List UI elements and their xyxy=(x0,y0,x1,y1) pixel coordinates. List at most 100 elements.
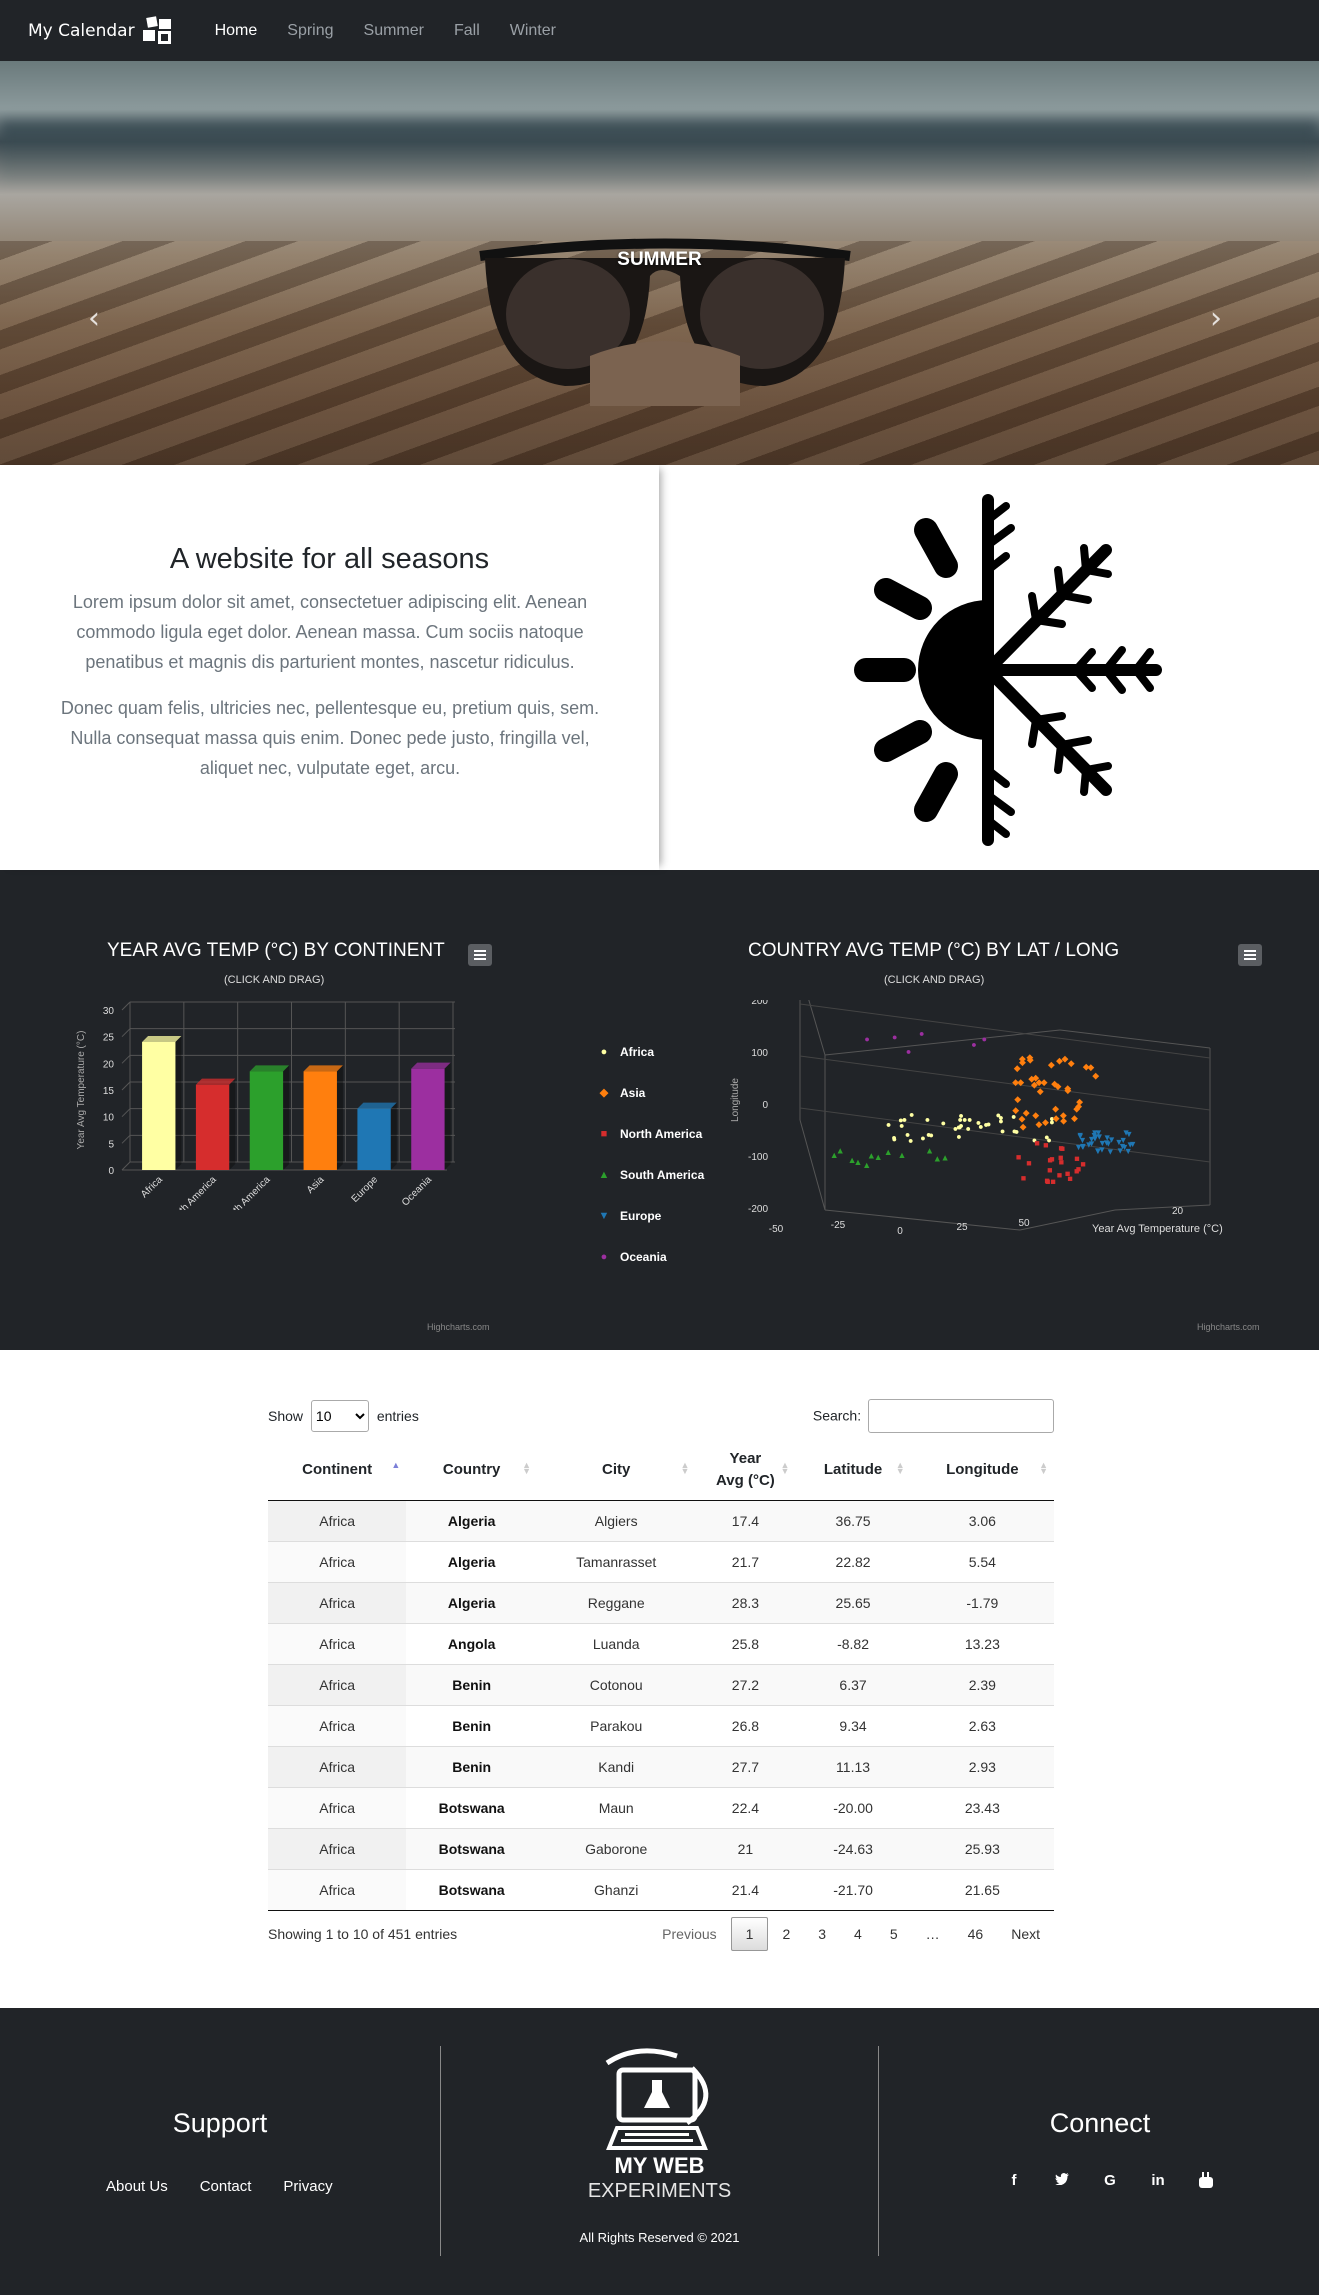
bar-y-tick-label: 15 xyxy=(103,1086,115,1097)
column-header-country[interactable]: Country ▲ ▼ xyxy=(406,1440,537,1501)
table-row[interactable]: Africa Benin Kandi 27.7 11.13 2.93 xyxy=(268,1745,1054,1787)
nav-home[interactable]: Home xyxy=(214,21,258,39)
bar-top xyxy=(303,1065,343,1072)
carousel-next-button[interactable]: › xyxy=(1210,301,1222,336)
scatter-point-africa: ● xyxy=(953,1123,958,1133)
bar-y-tick-label: 20 xyxy=(103,1059,115,1070)
legend-item-oceania[interactable]: ● Oceania xyxy=(598,1236,704,1277)
footer-link-contact[interactable]: Contact xyxy=(199,2178,252,2195)
bar-x-tick-label: Asia xyxy=(305,1174,327,1196)
scatter-point-asia: ◆ xyxy=(1019,1053,1026,1063)
google-icon[interactable]: G xyxy=(1104,2172,1116,2189)
bar-x-tick-label: North America xyxy=(166,1174,219,1210)
legend-item-europe[interactable]: ▼ Europe xyxy=(598,1195,704,1236)
cell-latitude: -21.70 xyxy=(795,1868,911,1911)
youtube-icon[interactable] xyxy=(1182,2172,1230,2192)
facebook-icon[interactable]: f xyxy=(1011,2172,1017,2189)
legend-marker: ▲ xyxy=(598,1168,610,1181)
data-table-grid: Continent ▲ Country ▲ ▼ City ▲ ▼ Year Avg (°C… xyxy=(268,1440,1054,1911)
legend-item-north-america[interactable]: ■ North America xyxy=(598,1113,704,1154)
bar-chart[interactable]: 0 5 10 15 20 25 30 Year Avg Temperature (°C) Afr… xyxy=(70,1000,490,1210)
legend-label: Asia xyxy=(620,1085,646,1100)
cell-continent: Africa xyxy=(268,1540,407,1582)
legend-item-south-america[interactable]: ▲ South America xyxy=(598,1154,705,1195)
search-input[interactable] xyxy=(868,1399,1054,1433)
scatter-point-north-america: ■ xyxy=(1060,1144,1065,1154)
legend-item-asia[interactable]: ◆ Asia xyxy=(598,1072,704,1113)
nav-winter[interactable]: Winter xyxy=(509,21,556,39)
pager-page-2[interactable]: 2 xyxy=(782,1925,791,1942)
cell-latitude: 6.37 xyxy=(795,1663,911,1705)
pager-page-4[interactable]: 4 xyxy=(854,1925,862,1942)
pager-ellipsis: … xyxy=(925,1925,940,1942)
bar-top xyxy=(411,1062,451,1069)
column-header-city[interactable]: City ▲ ▼ xyxy=(537,1440,696,1501)
entries-select[interactable]: 10 xyxy=(310,1400,369,1432)
scatter-point-asia: ◆ xyxy=(1017,1077,1024,1087)
scatter-point-europe: ▼ xyxy=(1120,1142,1129,1152)
scatter-point-asia: ◆ xyxy=(1012,1105,1019,1115)
footer-link-about[interactable]: About Us xyxy=(106,2178,168,2195)
bar-chart-title: YEAR AVG TEMP (°C) BY CONTINENT xyxy=(107,940,445,961)
brand[interactable]: My Calendar xyxy=(28,13,175,49)
table-row[interactable]: Africa Algeria Tamanrasset 21.7 22.82 5.54 xyxy=(268,1540,1054,1582)
sort-icon: ▲ ▼ xyxy=(780,1460,790,1476)
column-header-year-avg[interactable]: Year Avg (°C) ▲ ▼ xyxy=(695,1440,796,1501)
linkedin-icon[interactable]: in xyxy=(1151,2172,1165,2189)
cell-latitude: 25.65 xyxy=(795,1581,911,1623)
pager-previous[interactable]: Previous xyxy=(662,1925,717,1942)
scatter-point-africa: ● xyxy=(976,1117,981,1127)
table-row[interactable]: Africa Angola Luanda 25.8 -8.82 13.23 xyxy=(268,1622,1054,1664)
pager-page-46[interactable]: 46 xyxy=(967,1925,984,1942)
cell-year-avg: 26.8 xyxy=(695,1704,796,1746)
scatter-chart-menu-button[interactable] xyxy=(1238,944,1262,966)
nav-summer[interactable]: Summer xyxy=(363,21,424,39)
scatter-point-africa: ● xyxy=(966,1124,971,1134)
table-row[interactable]: Africa Benin Cotonou 27.2 6.37 2.39 xyxy=(268,1663,1054,1705)
footer-link-privacy[interactable]: Privacy xyxy=(283,2178,333,2195)
search-label: Search: xyxy=(812,1407,862,1424)
nav-spring[interactable]: Spring xyxy=(287,21,334,39)
bar-chart-menu-button[interactable] xyxy=(468,944,492,966)
table-row[interactable]: Africa Botswana Ghanzi 21.4 -21.70 21.65 xyxy=(268,1868,1054,1911)
scatter-point-europe: ▼ xyxy=(1107,1135,1116,1145)
scatter-grid-line xyxy=(799,1003,1211,1059)
pager-page-5[interactable]: 5 xyxy=(889,1925,898,1942)
scatter-chart[interactable]: 2001000-100-200Longitude-50-2502550Latit… xyxy=(720,1000,1260,1240)
scatter-point-asia: ◆ xyxy=(1036,1119,1043,1129)
legend-item-africa[interactable]: ● Africa xyxy=(598,1031,704,1072)
pager-page-1[interactable]: 1 xyxy=(730,1916,769,1951)
column-header-continent[interactable]: Continent ▲ xyxy=(268,1440,407,1501)
table-row[interactable]: Africa Botswana Maun 22.4 -20.00 23.43 xyxy=(268,1786,1054,1828)
sunglasses-image xyxy=(479,238,851,406)
table-row[interactable]: Africa Botswana Gaborone 21 -24.63 25.93 xyxy=(268,1827,1054,1869)
calendar-logo-icon xyxy=(142,15,171,44)
scatter-point-south-america: ▲ xyxy=(862,1160,871,1170)
bar-grid-line xyxy=(121,1108,131,1118)
cell-year-avg: 25.8 xyxy=(695,1622,796,1664)
column-header-latitude[interactable]: Latitude ▲ ▼ xyxy=(795,1440,911,1501)
scatter-y-axis-label: Longitude xyxy=(730,1078,741,1122)
scatter-point-asia: ◆ xyxy=(1064,1083,1071,1093)
scatter-grid-line xyxy=(799,1107,1211,1163)
twitter-icon[interactable] xyxy=(1038,2172,1086,2192)
pager-next[interactable]: Next xyxy=(1011,1925,1040,1942)
carousel-prev-button[interactable]: ‹ xyxy=(88,301,100,336)
scatter-point-asia: ◆ xyxy=(1036,1077,1043,1087)
copyright: All Rights Reserved © 2021 xyxy=(579,2230,740,2245)
table-row[interactable]: Africa Benin Parakou 26.8 9.34 2.63 xyxy=(268,1704,1054,1746)
table-row[interactable]: Africa Algeria Reggane 28.3 25.65 -1.79 xyxy=(268,1581,1054,1623)
nav-fall[interactable]: Fall xyxy=(453,21,480,39)
cell-continent: Africa xyxy=(268,1622,407,1664)
table-row[interactable]: Africa Algeria Algiers 17.4 36.75 3.06 xyxy=(268,1499,1054,1541)
pager-page-3[interactable]: 3 xyxy=(818,1925,827,1942)
scatter-point-asia: ◆ xyxy=(1061,1054,1068,1064)
scatter-point-south-america: ▲ xyxy=(848,1155,857,1165)
bar-side xyxy=(229,1078,236,1170)
scatter-point-south-america: ▲ xyxy=(853,1157,862,1167)
scatter-point-south-america: ▲ xyxy=(884,1147,893,1157)
column-header-longitude[interactable]: Longitude ▲ ▼ xyxy=(910,1440,1054,1501)
cell-year-avg: 27.2 xyxy=(695,1663,796,1705)
bar-side xyxy=(390,1102,397,1170)
cell-country: Benin xyxy=(406,1663,537,1705)
